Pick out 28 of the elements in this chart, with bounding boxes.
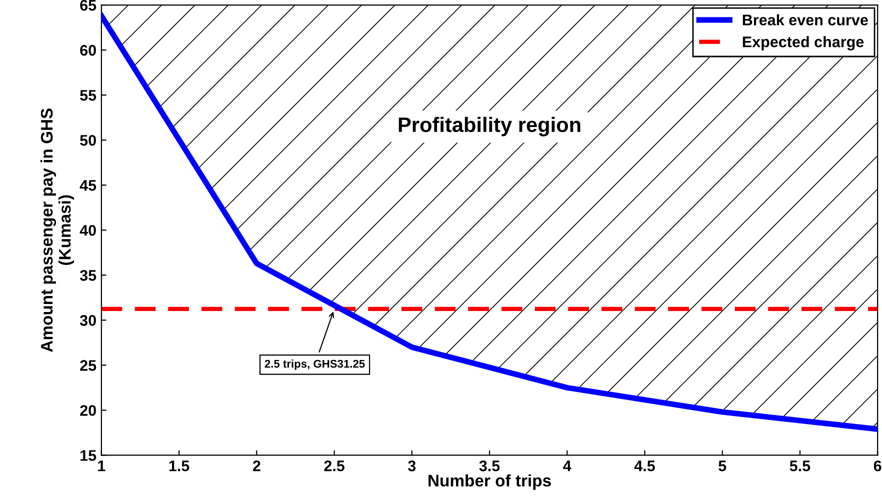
x-tick-label: 1 bbox=[98, 460, 106, 472]
x-tick-label: 5 bbox=[718, 460, 726, 472]
legend-label: Expected charge bbox=[742, 36, 864, 50]
y-axis-title: Amount passenger pay in GHS (Kumasi) bbox=[40, 108, 74, 352]
x-tick-label: 3 bbox=[408, 460, 416, 472]
y-tick-label: 40 bbox=[80, 224, 96, 236]
x-tick-label: 2 bbox=[252, 460, 260, 472]
x-axis-title: Number of trips bbox=[428, 474, 551, 490]
x-tick-label: 6 bbox=[874, 460, 882, 472]
legend-label: Break even curve bbox=[742, 14, 868, 26]
x-tick-label: 2.5 bbox=[324, 460, 344, 472]
y-tick-label: 25 bbox=[80, 360, 96, 371]
y-tick-label: 60 bbox=[80, 44, 96, 56]
x-tick-label: 4 bbox=[563, 460, 572, 472]
y-tick-label: 50 bbox=[80, 134, 96, 146]
y-tick-label: 55 bbox=[80, 90, 96, 101]
y-tick-label: 65 bbox=[80, 0, 96, 11]
x-tick-label: 1.5 bbox=[169, 460, 190, 472]
y-tick-label: 35 bbox=[80, 270, 96, 281]
y-tick-label: 15 bbox=[80, 450, 96, 461]
x-tick-label: 3.5 bbox=[479, 460, 500, 472]
x-tick-label: 5.5 bbox=[790, 460, 810, 472]
annotation: Profitability region bbox=[398, 116, 580, 136]
x-tick-label: 4.5 bbox=[634, 460, 655, 472]
y-tick-label: 30 bbox=[80, 315, 96, 326]
y-tick-label: 45 bbox=[80, 180, 96, 191]
y-tick-label: 20 bbox=[80, 405, 96, 416]
annotation: 2.5 trips, GHS31.25 bbox=[264, 360, 365, 370]
